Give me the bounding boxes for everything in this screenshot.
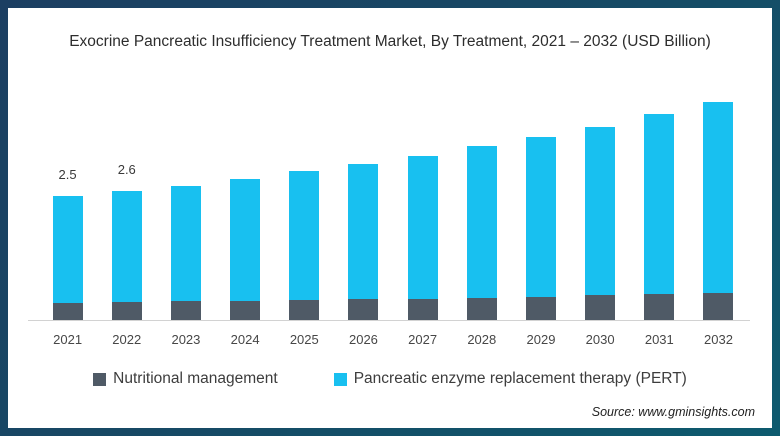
bar-segment xyxy=(644,294,675,320)
bar-stack xyxy=(111,191,142,320)
bar-stack xyxy=(230,178,261,320)
plot-area: 2.5 2.6 xyxy=(38,95,748,320)
bar-segment xyxy=(525,297,556,320)
bar-column xyxy=(275,95,334,320)
bar-column: 2.5 xyxy=(38,95,97,320)
bar-segment xyxy=(348,163,379,300)
bar-segment xyxy=(289,300,320,320)
bar-stack xyxy=(289,171,320,320)
chart-title: Exocrine Pancreatic Insufficiency Treatm… xyxy=(69,33,711,50)
legend-item-nutritional: Nutritional management xyxy=(93,370,278,388)
bar-segment xyxy=(466,298,497,320)
bar-column xyxy=(630,95,689,320)
bar-value-label: 2.6 xyxy=(117,162,136,178)
bar-segment xyxy=(52,196,83,304)
x-axis-tick-label: 2030 xyxy=(585,332,615,347)
bar-segment xyxy=(407,156,438,300)
legend-label-nutritional: Nutritional management xyxy=(113,370,278,387)
bar-segment xyxy=(170,301,201,320)
bar-segment xyxy=(703,101,734,294)
x-axis-tick-label: 2022 xyxy=(112,332,142,347)
bar-column xyxy=(571,95,630,320)
bar-stack xyxy=(170,186,201,320)
bar-segment xyxy=(170,186,201,302)
bar-value-label: 2.5 xyxy=(58,167,77,183)
bar-segment xyxy=(585,295,616,320)
legend-label-pert: Pancreatic enzyme replacement therapy (P… xyxy=(353,370,687,387)
bar-column xyxy=(393,95,452,320)
bar-stack xyxy=(644,114,675,320)
x-axis-tick-label: 2031 xyxy=(644,332,674,347)
bar-column xyxy=(216,95,275,320)
x-axis-tick-label: 2021 xyxy=(53,332,83,347)
chart-canvas: Exocrine Pancreatic Insufficiency Treatm… xyxy=(8,8,772,428)
x-axis-tick-label: 2027 xyxy=(408,332,438,347)
bar-segment xyxy=(230,301,261,320)
bar-stack xyxy=(703,101,734,320)
legend-swatch-nutritional-icon xyxy=(93,372,107,386)
bar-segment xyxy=(644,114,675,295)
x-axis-tick-label: 2026 xyxy=(348,332,378,347)
x-axis-tick-label: 2025 xyxy=(289,332,319,347)
bar-stack xyxy=(525,136,556,320)
legend-item-pert: Pancreatic enzyme replacement therapy (P… xyxy=(333,370,687,388)
legend-swatch-pert-icon xyxy=(333,372,347,386)
bar-segment xyxy=(407,299,438,320)
bar-segment xyxy=(230,178,261,302)
bar-segment xyxy=(52,303,83,320)
bar-segment xyxy=(525,136,556,298)
bar-column: 2.6 xyxy=(97,95,156,320)
bar-segment xyxy=(348,299,379,320)
bar-column xyxy=(452,95,511,320)
bar-column xyxy=(334,95,393,320)
bar-segment xyxy=(466,146,497,299)
x-axis-labels: 2021 2022 2023 2024 2025 2026 2027 2028 2029 2030… xyxy=(38,332,748,347)
bar-stack xyxy=(52,196,83,320)
bar-stack xyxy=(466,146,497,320)
bar-column xyxy=(156,95,215,320)
x-axis-line xyxy=(28,320,750,321)
bar-segment xyxy=(111,302,142,320)
bar-segment xyxy=(585,126,616,296)
bar-segment xyxy=(703,293,734,320)
bar-segment xyxy=(111,191,142,303)
source-note: Source: www.gminsights.com xyxy=(591,405,755,419)
x-axis-tick-label: 2023 xyxy=(171,332,201,347)
bar-stack xyxy=(585,126,616,320)
x-axis-tick-label: 2028 xyxy=(467,332,497,347)
legend: Nutritional management Pancreatic enzyme… xyxy=(8,370,772,388)
bar-stack xyxy=(407,156,438,320)
x-axis-tick-label: 2032 xyxy=(704,332,733,347)
bar-column xyxy=(689,95,748,320)
bar-stack xyxy=(348,163,379,320)
bar-segment xyxy=(289,171,320,301)
x-axis-tick-label: 2029 xyxy=(526,332,556,347)
bar-column xyxy=(511,95,570,320)
x-axis-tick-label: 2024 xyxy=(230,332,260,347)
